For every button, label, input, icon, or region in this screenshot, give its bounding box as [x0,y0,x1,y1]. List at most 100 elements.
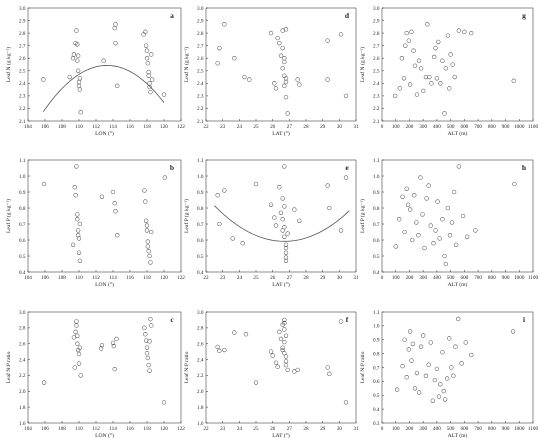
data-point [75,58,80,63]
data-point [278,210,284,215]
x-tick-label: 120 [160,275,168,281]
data-point [76,79,82,85]
x-tick-label: 23 [220,124,226,130]
y-tick-label: 2.2 [19,106,26,112]
x-axis-label: LON (°) [95,130,114,137]
x-tick-label: 1100 [528,426,539,432]
data-point [434,366,440,372]
data-point [463,340,468,345]
data-point [77,76,83,81]
data-point [147,253,152,259]
data-point [451,189,457,195]
data-point [270,353,275,358]
y-tick-label: 1.0 [19,174,26,180]
data-point [268,202,274,207]
plot-frame [205,311,357,424]
data-point [74,323,79,328]
data-point [396,217,402,222]
x-axis-label: LON (°) [95,281,114,288]
data-point [325,365,330,370]
plot-frame [381,159,534,273]
y-axis-label: Leaf N (g kg⁻¹) [359,47,366,82]
x-tick-label: 28 [303,426,309,432]
x-tick-label: 500 [447,426,455,432]
data-point [144,228,150,233]
y-axis-label: Leaf N:P ratio [5,351,12,383]
data-point [115,83,120,89]
data-point [440,217,445,222]
x-tick-label: 116 [126,426,134,432]
y-tick-label: 2.6 [19,342,26,348]
data-point [445,33,451,38]
data-point [222,347,227,353]
y-tick-label: 0.7 [197,222,204,228]
data-point [404,375,409,380]
panel-label: h [522,163,527,172]
x-tick-label: 200 [406,426,414,432]
x-tick-label: 114 [109,124,117,130]
x-tick-label: 116 [126,275,134,281]
data-point [280,345,285,350]
panel-b: 104 106 108 110 112 114 116 118 120 122 0.4 0.5 0.6 0… [5,158,185,288]
data-point [142,188,147,193]
y-tick-label: 1.1 [197,158,204,164]
y-tick-label: 1.0 [197,174,204,180]
x-tick-label: 108 [58,124,66,130]
data-point [295,77,300,82]
x-tick-label: 200 [406,124,414,130]
data-point [273,223,279,228]
x-tick-label: 22 [203,426,209,432]
x-tick-label: 114 [109,275,117,281]
data-point [449,365,454,370]
x-tick-label: 800 [488,275,496,281]
x-tick-label: 110 [75,275,83,281]
plot-frame [27,311,182,424]
x-tick-label: 26 [270,124,276,130]
y-tick-label: 2.6 [197,342,204,348]
x-tick-label: 116 [126,124,134,130]
data-point [438,81,443,86]
x-tick-label: 600 [460,124,468,130]
x-tick-label: 108 [58,275,66,281]
data-point [282,317,287,323]
data-point [295,367,300,373]
data-point [273,86,279,91]
data-point [285,367,290,373]
y-tick-label: 0.4 [373,270,380,276]
data-point [450,62,455,67]
data-point [70,56,76,61]
data-point [112,201,117,206]
data-point [77,258,83,263]
x-tick-label: 122 [177,426,185,432]
data-point [402,337,407,342]
y-tick-label: 2.0 [19,389,26,395]
data-point [442,111,447,116]
x-tick-label: 27 [287,426,293,432]
data-point [161,400,167,405]
data-point [422,245,427,251]
data-point [464,234,470,239]
x-tick-label: 300 [419,426,427,432]
x-axis-label: ALT (m) [448,281,468,288]
y-tick-label: 2.6 [373,56,380,62]
data-point [404,186,409,191]
data-point [459,361,464,366]
panel-label: b [170,163,174,172]
fit-curve [214,205,350,242]
x-tick-label: 29 [320,124,326,130]
data-point [283,27,289,32]
data-point [278,336,284,342]
panel-a: 104 106 108 110 112 114 116 118 120 122 2.1 2.2 2.3 2… [5,6,185,137]
data-point [421,88,426,94]
y-tick-label: 0.9 [373,338,380,344]
data-point [436,39,441,45]
y-axis-label: Leaf N (g kg⁻¹) [5,47,12,82]
data-point [232,56,237,61]
data-point [424,196,429,201]
y-tick-label: 2.1 [19,119,26,125]
y-tick-label: 2.9 [19,18,26,24]
data-point [75,228,81,233]
data-point [418,175,423,180]
x-tick-label: 22 [203,275,209,281]
